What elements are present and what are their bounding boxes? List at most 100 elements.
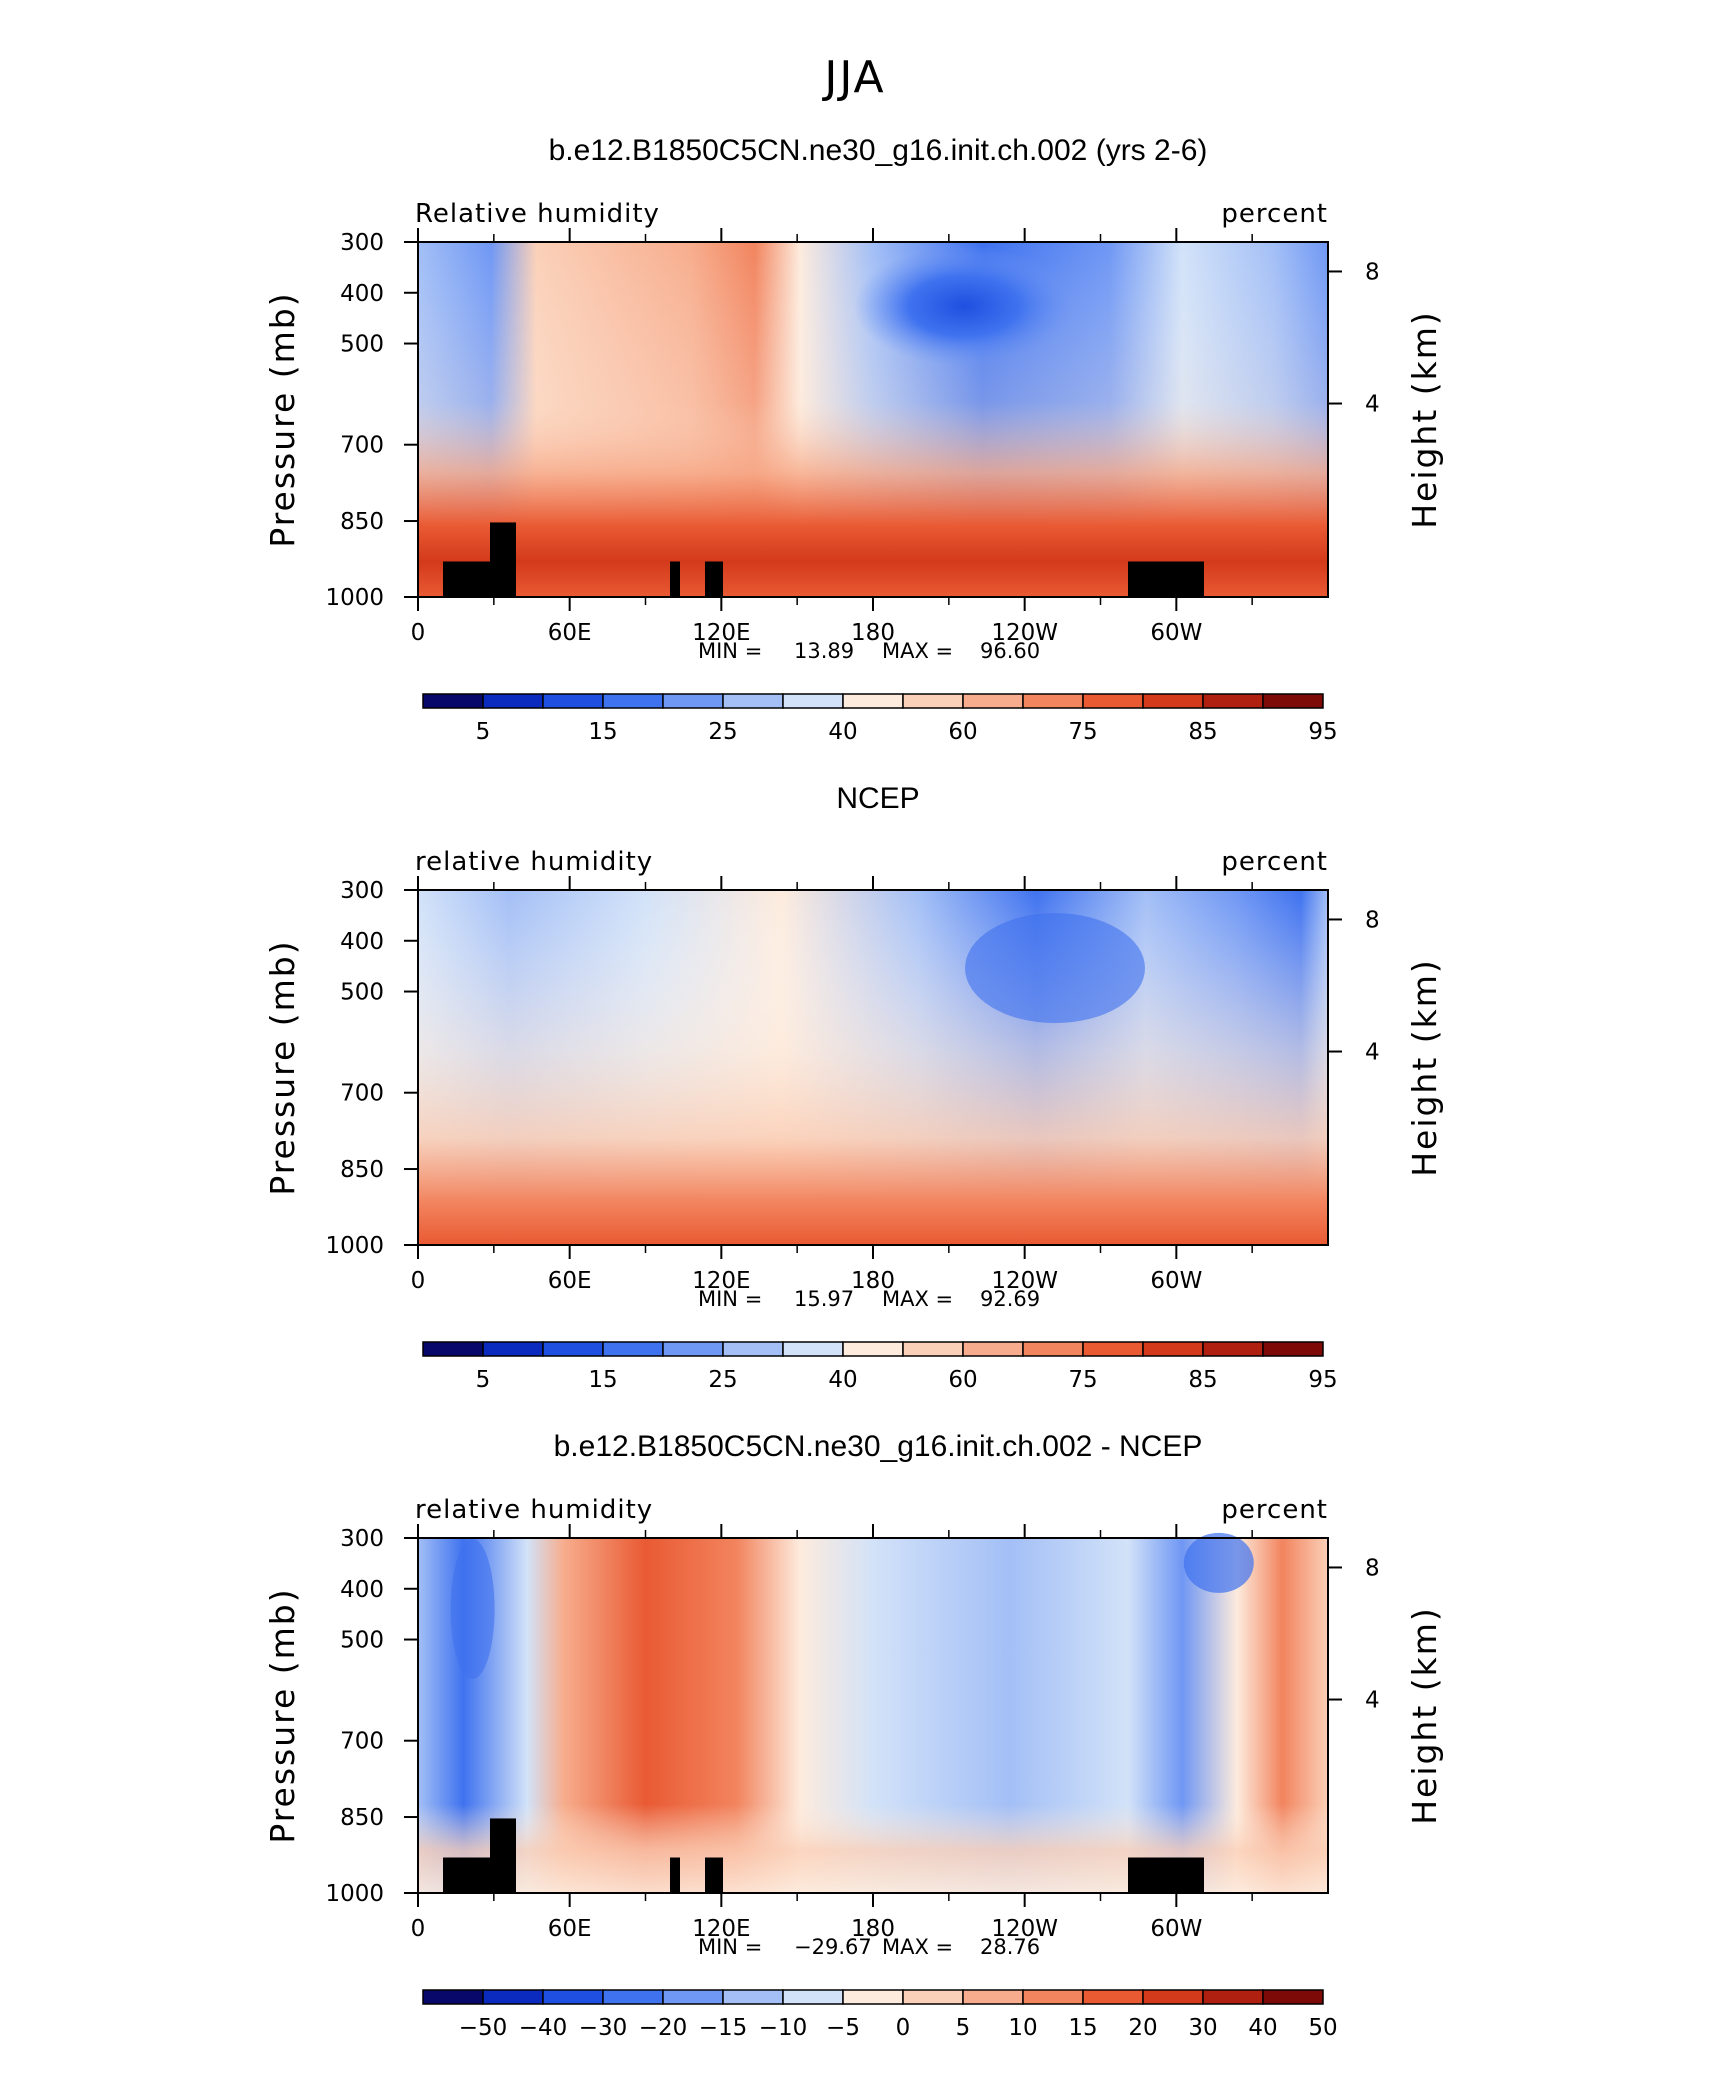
colorbar-box	[482, 693, 544, 709]
height-tick-label: 8	[1365, 1555, 1380, 1581]
y-tick-label: 400	[340, 281, 384, 307]
max-label: MAX =	[882, 1287, 953, 1311]
colorbar-label: 30	[1188, 2015, 1217, 2041]
figure-title: JJA	[821, 52, 885, 103]
y-tick-label: 700	[340, 433, 384, 459]
units-label: percent	[1221, 847, 1328, 877]
terrain-mask	[490, 1818, 516, 1893]
colorbar-box	[962, 1341, 1024, 1357]
panel-1: b.e12.B1850C5CN.ne30_g16.init.ch.002 (yr…	[263, 134, 1444, 745]
units-label: percent	[1221, 1495, 1328, 1525]
max-value: 28.76	[980, 1935, 1040, 1959]
colorbar-box	[422, 1341, 484, 1357]
terrain-mask	[490, 522, 516, 597]
colorbar-label: −30	[579, 2015, 628, 2041]
height-tick-label: 8	[1365, 259, 1380, 285]
height-tick-label: 4	[1365, 1040, 1380, 1066]
y-tick-label: 1000	[325, 585, 384, 611]
y-tick-label: 400	[340, 929, 384, 955]
x-tick-label: 60E	[548, 1916, 592, 1942]
y-tick-label: 300	[340, 1526, 384, 1552]
max-label: MAX =	[882, 1935, 953, 1959]
colorbar-label: 25	[708, 1367, 737, 1393]
colorbar-label: 40	[828, 1367, 857, 1393]
difference-minimum	[1183, 1532, 1254, 1593]
x-tick-label: 120E	[692, 620, 750, 646]
colorbar-box	[422, 693, 484, 709]
min-value: −29.67	[794, 1935, 872, 1959]
colorbar-label: −15	[699, 2015, 748, 2041]
terrain-mask	[705, 1857, 723, 1893]
height-axis-title: Height (km)	[1405, 310, 1444, 529]
panel-title: NCEP	[836, 782, 919, 815]
units-label: percent	[1221, 199, 1328, 229]
colorbar-box	[962, 1989, 1024, 2005]
colorbar-label: −10	[759, 2015, 808, 2041]
colorbar-box	[1202, 693, 1264, 709]
x-tick-label: 60W	[1150, 1268, 1202, 1294]
colorbar-box	[782, 1989, 844, 2005]
colorbar-box	[722, 1341, 784, 1357]
colorbar-label: 40	[1248, 2015, 1277, 2041]
x-tick-label: 120W	[991, 1268, 1058, 1294]
colorbar-box	[482, 1989, 544, 2005]
colorbar-box	[1142, 1341, 1204, 1357]
y-tick-label: 850	[340, 1805, 384, 1831]
x-tick-label: 0	[411, 1916, 426, 1942]
colorbar-box	[902, 1989, 964, 2005]
terrain-mask	[705, 561, 723, 597]
colorbar-box	[662, 693, 724, 709]
colorbar-label: 75	[1068, 1367, 1097, 1393]
y-axis-title: Pressure (mb)	[263, 1587, 302, 1843]
x-tick-label: 120W	[991, 1916, 1058, 1942]
colorbar-box	[782, 1341, 844, 1357]
height-tick-label: 4	[1365, 1688, 1380, 1714]
colorbar-box	[842, 1989, 904, 2005]
x-tick-label: 120E	[692, 1916, 750, 1942]
colorbar-box	[602, 1989, 664, 2005]
y-axis-title: Pressure (mb)	[263, 939, 302, 1195]
difference-minimum	[450, 1539, 495, 1679]
colorbar-box	[722, 693, 784, 709]
y-tick-label: 300	[340, 878, 384, 904]
colorbar-label: 75	[1068, 719, 1097, 745]
colorbar-label: 10	[1008, 2015, 1037, 2041]
colorbar-box	[842, 1341, 904, 1357]
colorbar-box	[1082, 693, 1144, 709]
x-tick-label: 60W	[1150, 1916, 1202, 1942]
x-tick-label: 60E	[548, 620, 592, 646]
min-value: 15.97	[794, 1287, 854, 1311]
colorbar-label: 15	[588, 719, 617, 745]
x-tick-label: 180	[851, 1916, 895, 1942]
colorbar-box	[962, 693, 1024, 709]
y-tick-label: 1000	[325, 1881, 384, 1907]
height-tick-label: 8	[1365, 907, 1380, 933]
min-label: MIN =	[698, 639, 762, 663]
colorbar-label: 5	[476, 1367, 491, 1393]
colorbar-box	[662, 1341, 724, 1357]
x-tick-label: 60W	[1150, 620, 1202, 646]
colorbar-label: 85	[1188, 719, 1217, 745]
height-tick-label: 4	[1365, 392, 1380, 418]
panel-title: b.e12.B1850C5CN.ne30_g16.init.ch.002 (yr…	[549, 134, 1208, 167]
colorbar-box	[542, 1989, 604, 2005]
y-tick-label: 700	[340, 1729, 384, 1755]
colorbar-box	[542, 693, 604, 709]
max-value: 96.60	[980, 639, 1040, 663]
x-tick-label: 0	[411, 1268, 426, 1294]
colorbar-box	[1262, 693, 1324, 709]
colorbar-label: 25	[708, 719, 737, 745]
min-label: MIN =	[698, 1287, 762, 1311]
x-tick-label: 120W	[991, 620, 1058, 646]
colorbar-box	[1142, 1989, 1204, 2005]
colorbar-label: 0	[896, 2015, 911, 2041]
y-tick-label: 300	[340, 230, 384, 256]
colorbar-label: 5	[956, 2015, 971, 2041]
colorbar-label: 40	[828, 719, 857, 745]
min-label: MIN =	[698, 1935, 762, 1959]
variable-label: relative humidity	[415, 1495, 653, 1525]
terrain-mask	[1128, 1857, 1204, 1893]
y-tick-label: 500	[340, 332, 384, 358]
colorbar-box	[1022, 1989, 1084, 2005]
